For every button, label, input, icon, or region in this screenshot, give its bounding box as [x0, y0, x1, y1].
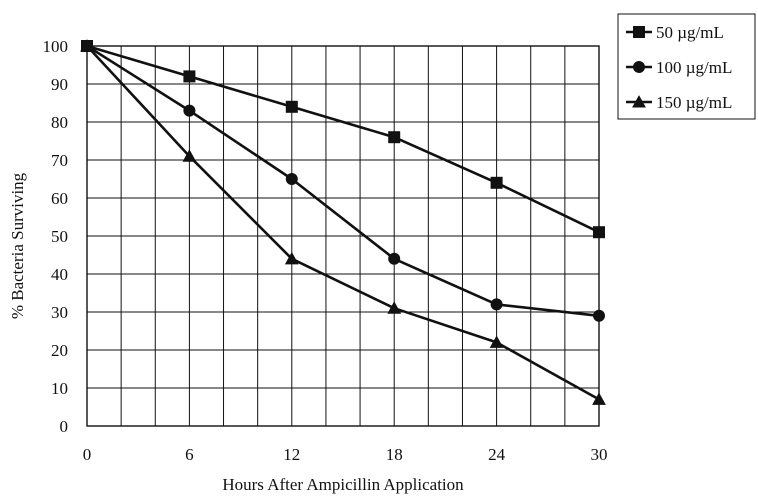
y-tick-label: 10	[51, 379, 68, 398]
legend-marker-triangle	[632, 95, 646, 108]
grid	[87, 46, 599, 426]
data-point	[593, 309, 605, 322]
data-point	[593, 226, 605, 239]
data-point	[285, 173, 298, 185]
y-tick-label: 60	[51, 189, 68, 208]
data-point	[183, 70, 196, 83]
y-axis-ticks: 0 10 20 30 40 50 60 70 80 90 100	[43, 37, 69, 436]
data-point	[592, 392, 606, 405]
legend-item-100: 100 µg/mL	[626, 58, 732, 77]
legend-label: 150 µg/mL	[656, 93, 732, 112]
series-150	[80, 39, 606, 405]
x-axis-ticks: 0 6 12 18 24 30	[83, 445, 608, 464]
data-point	[388, 252, 401, 265]
series-line	[86, 44, 600, 318]
series-50	[81, 40, 605, 239]
data-point	[388, 131, 401, 144]
y-tick-label: 30	[51, 303, 68, 322]
series-line	[86, 44, 600, 234]
x-tick-label: 0	[83, 445, 92, 464]
data-point	[489, 335, 504, 348]
data-point	[490, 298, 503, 311]
data-point	[80, 39, 94, 52]
x-tick-label: 30	[591, 445, 608, 464]
y-tick-label: 100	[43, 37, 69, 56]
data-point	[284, 251, 299, 265]
y-tick-label: 40	[51, 265, 68, 284]
data-point	[285, 100, 298, 113]
y-tick-label: 80	[51, 113, 68, 132]
series-100	[81, 40, 605, 322]
y-tick-label: 90	[51, 75, 68, 94]
x-tick-label: 24	[488, 445, 506, 464]
series-line	[86, 45, 600, 401]
legend-item-50: 50 µg/mL	[626, 23, 724, 42]
y-tick-label: 20	[51, 341, 68, 360]
series-layer	[80, 39, 606, 405]
x-axis-title: Hours After Ampicillin Application	[222, 475, 464, 494]
legend-label: 100 µg/mL	[656, 58, 732, 77]
y-tick-label: 70	[51, 151, 68, 170]
data-point	[490, 176, 503, 189]
x-tick-label: 6	[185, 445, 194, 464]
data-point	[182, 149, 197, 162]
legend: 50 µg/mL 100 µg/mL 150 µg/mL	[617, 13, 756, 120]
legend-label: 50 µg/mL	[656, 23, 724, 42]
x-tick-label: 18	[386, 445, 403, 464]
y-tick-label: 0	[60, 417, 69, 436]
x-tick-label: 12	[283, 445, 300, 464]
legend-marker-square	[633, 26, 645, 38]
y-tick-label: 50	[51, 227, 68, 246]
legend-item-150: 150 µg/mL	[626, 93, 732, 112]
data-point	[183, 104, 196, 117]
legend-marker-circle	[633, 61, 645, 73]
data-point	[387, 301, 402, 314]
y-axis-title: % Bacteria Surviving	[8, 172, 27, 319]
